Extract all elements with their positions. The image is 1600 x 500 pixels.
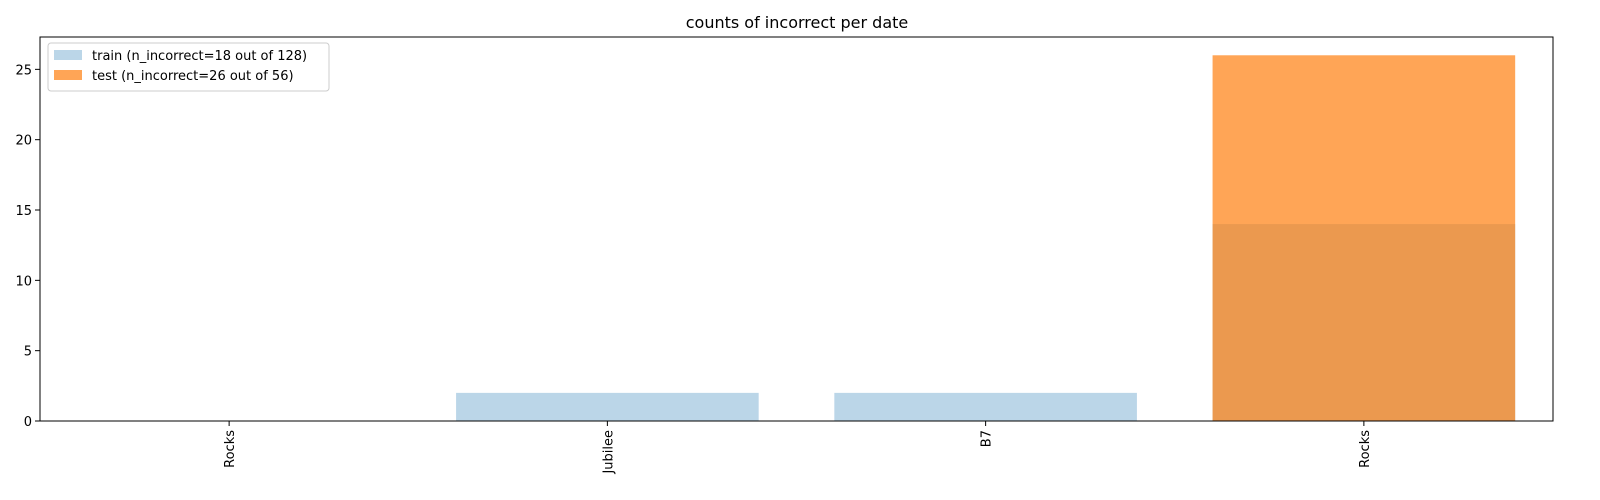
bar-series1-3 [1212, 55, 1516, 422]
y-tick-label: 10 [15, 274, 32, 289]
legend-label-0: train (n_incorrect=18 out of 128) [92, 49, 307, 64]
legend-label-1: test (n_incorrect=26 out of 56) [92, 69, 294, 84]
x-tick-label: Rocks [1358, 430, 1373, 468]
x-tick-label: B7 [980, 430, 995, 447]
x-tick-label: Jubilee [601, 430, 616, 475]
y-tick-label: 0 [24, 415, 32, 430]
legend-swatch-1 [54, 70, 82, 80]
axes-layer [39, 36, 1554, 422]
x-tick-label: Rocks [223, 430, 238, 468]
bar-series0-1 [456, 392, 759, 421]
chart-title: counts of incorrect per date [686, 13, 909, 32]
bars-layer [456, 55, 1516, 422]
y-tick-label: 5 [24, 345, 32, 360]
plot-frame [39, 36, 1554, 422]
y-tick-label: 25 [15, 63, 32, 78]
y-tick-label: 15 [15, 204, 32, 219]
ticks-layer: 0 5 10 15 20 25 Rocks Jubilee B7 Rocks [15, 63, 1372, 474]
legend-swatch-0 [54, 50, 82, 60]
legend-box [47, 42, 330, 92]
y-tick-label: 20 [15, 134, 32, 149]
bar-series0-2 [834, 392, 1137, 421]
legend: train (n_incorrect=18 out of 128) test (n… [47, 42, 330, 92]
